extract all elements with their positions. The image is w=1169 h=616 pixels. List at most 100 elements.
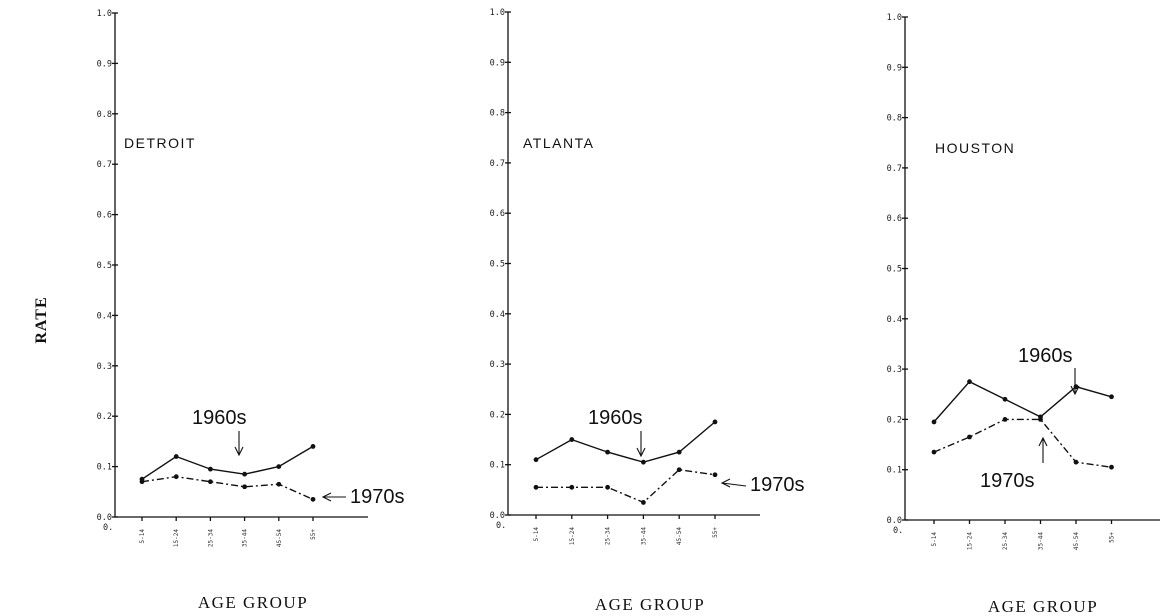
y-tick-label: 0.7 — [490, 159, 505, 169]
y-tick-label: 0.0 — [490, 511, 505, 521]
y-tick-label: 0.2 — [490, 410, 505, 420]
arrowhead-1960s — [636, 447, 646, 458]
x-tick-label: 35-44 — [640, 527, 647, 545]
data-point-1960s — [712, 419, 718, 425]
y-tick-label: 0.4 — [97, 311, 112, 321]
y-tick-label: 0.3 — [490, 360, 505, 370]
arrow-1970s — [721, 482, 747, 487]
y-tick-label: 0.1 — [887, 466, 902, 476]
x-axis-title: AGE GROUP — [198, 593, 308, 612]
y-tick-label: 0.9 — [887, 63, 902, 73]
x-tick-label: 5-14 — [139, 529, 146, 544]
y-tick-label: 0.1 — [97, 463, 112, 473]
y-tick-label: 0.8 — [97, 110, 112, 120]
panel-title: DETROIT — [124, 135, 196, 151]
arrowhead-1970s — [321, 492, 332, 502]
x-tick-label: 35-44 — [242, 529, 249, 547]
y-tick-label: 0.4 — [887, 315, 902, 325]
series-line-1970s — [933, 418, 1112, 468]
y-tick-label: 0.9 — [97, 59, 112, 69]
data-point-1960s — [173, 454, 179, 459]
x-origin-label: 0. — [893, 526, 903, 536]
y-tick-label: 0.7 — [97, 160, 112, 170]
series-label-1960s: 1960s — [1018, 345, 1073, 367]
x-axis-title: AGE GROUP — [988, 597, 1098, 616]
data-point-1960s — [676, 449, 682, 455]
data-point-1960s — [1002, 396, 1008, 402]
panel-detroit: 0.0 0.1 0.2 0.3 0.4 0.5 0.6 0.7 0.8 0.9 1.0 0. 5-14 1… — [97, 9, 405, 612]
arrowhead-1970s — [1038, 436, 1048, 447]
series-line-1970s — [536, 468, 716, 504]
x-tick-label: 45-54 — [276, 529, 283, 547]
data-point-1970s — [1109, 464, 1114, 470]
x-tick-label: 55+ — [310, 529, 317, 540]
data-point-1970s — [139, 479, 145, 485]
data-point-1960s — [276, 464, 282, 469]
y-tick-label: 0.8 — [887, 114, 902, 124]
y-tick-label: 0.5 — [887, 265, 902, 275]
series-label-1960s: 1960s — [588, 407, 643, 429]
series-line-1970s — [141, 475, 314, 501]
data-point-1970s — [208, 479, 213, 485]
data-point-1960s — [569, 437, 575, 442]
data-point-1960s — [533, 457, 539, 463]
y-tick-label: 0.3 — [97, 362, 112, 372]
x-tick-label: 15-24 — [569, 527, 576, 545]
data-point-1960s — [310, 444, 316, 449]
data-point-1960s — [967, 379, 972, 385]
data-point-1970s — [1002, 417, 1008, 422]
x-tick-label: 55+ — [1109, 532, 1116, 543]
x-tick-label: 45-54 — [676, 527, 683, 545]
data-point-1970s — [967, 434, 972, 440]
series-label-1970s: 1970s — [750, 474, 805, 496]
y-tick-label: 0.7 — [887, 164, 902, 174]
data-point-1970s — [676, 467, 682, 473]
panel-atlanta: 0.0 0.1 0.2 0.3 0.4 0.5 0.6 0.7 0.8 0.9 1.0 0. 5-14 1… — [490, 8, 805, 614]
panel-title: ATLANTA — [523, 135, 594, 151]
arrowhead-1960s — [1070, 385, 1080, 396]
data-point-1970s — [1073, 459, 1079, 465]
y-tick-label: 0.6 — [490, 209, 505, 219]
y-tick-label: 0.5 — [97, 261, 112, 271]
x-tick-label: 35-44 — [1038, 532, 1045, 550]
y-tick-label: 0.6 — [887, 214, 902, 224]
x-origin-label: 0. — [103, 523, 113, 533]
series-line-1960s — [933, 380, 1112, 423]
x-origin-label: 0. — [496, 521, 506, 531]
data-point-1960s — [641, 459, 646, 465]
x-tick-label: 45-54 — [1073, 532, 1080, 550]
data-point-1970s — [1038, 417, 1043, 422]
y-tick-label: 0.2 — [887, 415, 902, 425]
y-tick-label: 0.0 — [887, 516, 902, 526]
data-point-1970s — [931, 449, 937, 455]
panel-houston: 0.0 0.1 0.2 0.3 0.4 0.5 0.6 0.7 0.8 0.9 1.0 0. 5-14 1… — [887, 13, 1160, 616]
y-tick-label: 0.5 — [490, 260, 505, 270]
data-point-1970s — [605, 484, 610, 490]
x-tick-label: 25-34 — [605, 527, 612, 545]
x-tick-label: 55+ — [712, 527, 719, 538]
data-point-1970s — [712, 472, 718, 478]
y-tick-label: 0.8 — [490, 109, 505, 119]
data-point-1970s — [276, 481, 282, 487]
data-point-1960s — [208, 466, 213, 472]
y-tick-label: 0.1 — [490, 461, 505, 471]
data-point-1970s — [242, 484, 248, 490]
y-tick-label: 0.0 — [97, 513, 112, 523]
data-point-1970s — [173, 474, 179, 480]
series-line-1960s — [141, 445, 314, 480]
data-point-1970s — [533, 484, 539, 490]
series-label-1960s: 1960s — [192, 407, 247, 429]
y-tick-label: 1.0 — [97, 9, 112, 19]
y-tick-label: 1.0 — [490, 8, 505, 18]
data-point-1960s — [931, 419, 937, 425]
x-tick-label: 5-14 — [931, 532, 938, 547]
y-tick-label: 0.9 — [490, 58, 505, 68]
data-point-1970s — [641, 500, 646, 505]
arrowhead-1970s — [720, 478, 731, 488]
data-point-1960s — [242, 471, 248, 477]
data-point-1970s — [569, 484, 575, 490]
x-tick-label: 15-24 — [967, 532, 974, 550]
x-tick-label: 15-24 — [173, 529, 180, 547]
y-axis-title: RATE — [33, 296, 50, 343]
series-label-1970s: 1970s — [350, 486, 405, 508]
